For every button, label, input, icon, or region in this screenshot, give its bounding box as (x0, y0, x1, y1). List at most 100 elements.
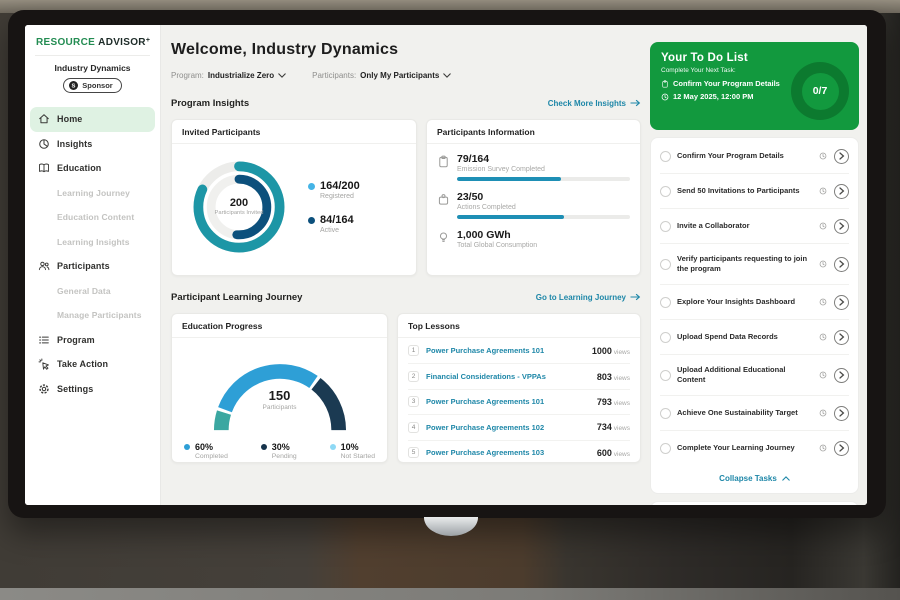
legend-text: 84/164 Active (320, 214, 354, 234)
lesson-link[interactable]: Power Purchase Agreements 101 (426, 346, 545, 356)
lesson-views: 600 views (596, 447, 630, 458)
stat-body: 79/164 Emission Survey Completed (457, 153, 630, 181)
svg-text:S: S (72, 84, 76, 90)
go-to-learning-journey-link[interactable]: Go to Learning Journey (536, 293, 641, 302)
legend-text: 30% Pending (272, 442, 297, 460)
task-item-send-50-invitations-to-participants[interactable]: Send 50 Invitations to Participants (660, 173, 849, 208)
right-column: Your To Do List Complete Your Next Task:… (650, 41, 859, 505)
education-icon (38, 162, 50, 174)
page-title: Welcome, Industry Dynamics (171, 41, 399, 58)
sidebar-item-participants[interactable]: Participants (25, 254, 160, 279)
monitor-bezel: RESOURCE ADVISOR+ Industry Dynamics S Sp… (8, 10, 886, 518)
task-item-upload-spend-data-records[interactable]: Upload Spend Data Records (660, 319, 849, 354)
task-checkbox[interactable] (660, 296, 671, 308)
sidebar-item-program[interactable]: Program (25, 328, 160, 353)
journey-cards-row: Education Progress 150 Participants 60% C… (171, 313, 641, 463)
task-open-button[interactable] (834, 256, 849, 272)
todo-progress-ring: 0/7 (791, 62, 849, 120)
check-more-insights-link[interactable]: Check More Insights (548, 99, 641, 108)
todo-task-list-card: Confirm Your Program Details Send 50 Invi… (650, 137, 859, 494)
task-item-explore-your-insights-dashboard[interactable]: Explore Your Insights Dashboard (660, 284, 849, 319)
lesson-views: 803 views (596, 371, 630, 382)
monitor-stand (424, 517, 478, 536)
task-item-complete-your-learning-journey[interactable]: Complete Your Learning Journey (660, 430, 849, 465)
stat-label: Total Global Consumption (457, 242, 538, 249)
task-list: Confirm Your Program Details Send 50 Invi… (660, 139, 849, 465)
task-label: Verify participants requesting to join t… (677, 253, 808, 274)
task-open-button[interactable] (834, 367, 849, 383)
legend-dot (308, 217, 315, 224)
actions-icon (437, 193, 450, 206)
task-checkbox[interactable] (660, 258, 671, 270)
lesson-views: 793 views (596, 396, 630, 407)
legend-dot (308, 183, 315, 190)
clock-icon (819, 444, 827, 452)
task-checkbox[interactable] (660, 185, 671, 197)
legend-item: 10% Not Started (329, 442, 375, 460)
task-open-button[interactable] (834, 183, 849, 199)
legend-label: Active (320, 227, 340, 234)
sidebar-item-label: Settings (57, 383, 94, 394)
progress-bar (457, 215, 630, 219)
legend-text: 10% Not Started (341, 442, 375, 460)
lesson-link[interactable]: Power Purchase Agreements 103 (426, 448, 545, 458)
task-item-verify-participants-requesting-to-join-the-program[interactable]: Verify participants requesting to join t… (660, 243, 849, 284)
clock-icon (819, 260, 827, 268)
task-open-button[interactable] (834, 329, 849, 345)
task-open-button[interactable] (834, 405, 849, 421)
legend-item: 60% Completed (184, 442, 228, 460)
task-checkbox[interactable] (660, 442, 671, 454)
collapse-tasks-link[interactable]: Collapse Tasks (660, 465, 849, 493)
sidebar-item-learning-journey[interactable]: Learning Journey (25, 181, 160, 206)
sidebar-item-home[interactable]: Home (30, 107, 155, 132)
invited-participants-card: Invited Participants 200 Participants In… (171, 119, 417, 276)
lesson-row: 2 Financial Considerations - VPPAs 803 vie… (408, 363, 630, 388)
task-label: Confirm Your Program Details (677, 150, 784, 160)
sidebar-item-label: Education Content (57, 212, 135, 223)
participants-stats: 79/164 Emission Survey Completed 23/50 Acti… (427, 144, 640, 249)
task-item-confirm-your-program-details[interactable]: Confirm Your Program Details (660, 139, 849, 173)
recent-news-card: Recent News (650, 501, 859, 505)
settings-icon (38, 383, 50, 395)
task-checkbox[interactable] (660, 220, 671, 232)
sidebar-item-education[interactable]: Education (25, 156, 160, 181)
task-checkbox[interactable] (660, 331, 671, 343)
sidebar-item-manage-participants[interactable]: Manage Participants (25, 303, 160, 328)
sidebar-item-settings[interactable]: Settings (25, 377, 160, 402)
sidebar-item-take-action[interactable]: Take Action (25, 352, 160, 377)
task-item-upload-additional-educational-content[interactable]: Upload Additional Educational Content (660, 354, 849, 395)
dashboard-screen: RESOURCE ADVISOR+ Industry Dynamics S Sp… (25, 25, 867, 505)
task-open-button[interactable] (834, 294, 849, 310)
sidebar-item-learning-insights[interactable]: Learning Insights (25, 230, 160, 255)
task-checkbox[interactable] (660, 150, 671, 162)
sidebar-item-general-data[interactable]: General Data (25, 279, 160, 304)
lesson-row: 5 Power Purchase Agreements 103 600 views (408, 439, 630, 465)
task-item-invite-a-collaborator[interactable]: Invite a Collaborator (660, 208, 849, 243)
education-progress-gauge: 150 Participants (195, 346, 365, 436)
task-item-achieve-one-sustainability-target[interactable]: Achieve One Sustainability Target (660, 395, 849, 430)
task-label: Upload Additional Educational Content (677, 364, 786, 385)
legend-item: 164/200 Registered (308, 180, 360, 200)
sidebar-item-education-content[interactable]: Education Content (25, 205, 160, 230)
task-open-button[interactable] (834, 440, 849, 456)
stat-row: 1,000 GWh Total Global Consumption (437, 229, 630, 249)
sidebar-item-label: General Data (57, 285, 111, 296)
program-filter-dropdown[interactable]: Program: Industrialize Zero (171, 71, 286, 80)
stat-value: 23/50 (457, 191, 484, 203)
clock-icon (819, 409, 827, 417)
lesson-link[interactable]: Power Purchase Agreements 101 (426, 397, 545, 407)
sidebar-item-label: Learning Insights (57, 236, 130, 247)
task-checkbox[interactable] (660, 407, 671, 419)
top-lessons-card: Top Lessons 1 Power Purchase Agreements 1… (397, 313, 641, 463)
task-open-button[interactable] (834, 148, 849, 164)
task-open-button[interactable] (834, 218, 849, 234)
legend-text: 60% Completed (195, 442, 228, 460)
sidebar-item-insights[interactable]: Insights (25, 132, 160, 157)
task-checkbox[interactable] (660, 369, 671, 381)
sidebar-menu: Home Insights Education Learning Journey Edu… (25, 107, 160, 401)
participants-filter-dropdown[interactable]: Participants: Only My Participants (312, 71, 452, 80)
lesson-link[interactable]: Power Purchase Agreements 102 (426, 422, 545, 432)
top-lessons-list: 1 Power Purchase Agreements 101 1000 views… (398, 338, 640, 465)
stat-label: Emission Survey Completed (457, 166, 545, 173)
lesson-link[interactable]: Financial Considerations - VPPAs (426, 372, 546, 382)
